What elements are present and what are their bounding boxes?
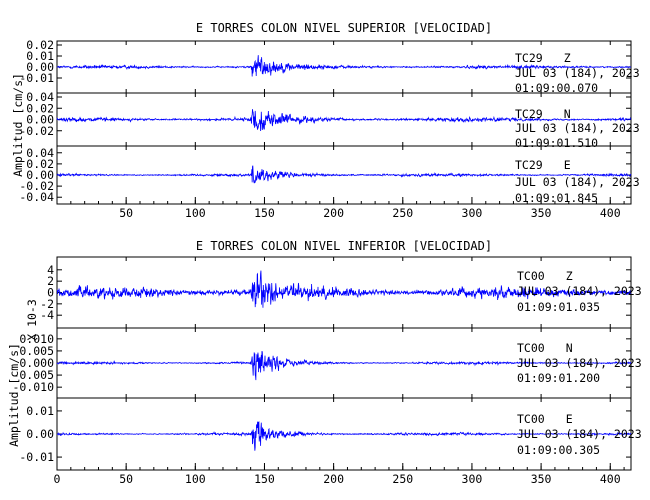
station-label: TC00 Z xyxy=(517,269,573,283)
y-tick-label: 0.00 xyxy=(26,113,54,127)
time-label: 01:09:01.510 xyxy=(515,136,598,150)
x-axis-inferior: 0 50 100 150 200 250 300 350 400 xyxy=(54,463,625,486)
y-tick-label: -2 xyxy=(40,297,54,311)
y-ticks: 0.040.020.00-0.02 xyxy=(19,90,631,146)
x-tick-label: 200 xyxy=(323,206,344,220)
channel-tc00-e: 0.01 0.00 -0.01 TC00 E JUL 03 (184), 2023 0… xyxy=(19,397,642,471)
waveform-trace xyxy=(56,55,632,77)
waveform-trace xyxy=(56,109,632,132)
station-label: TC00 E xyxy=(517,412,573,426)
x-axis-superior: 50 100 150 200 250 300 350 400 xyxy=(70,197,625,220)
channel-tc29-n: 0.040.020.00-0.02 TC29 N JUL 03 (184), 20… xyxy=(19,90,639,150)
y-tick-label: -0.010 xyxy=(12,380,54,394)
y-ticks: 420-2-4 xyxy=(40,257,631,328)
station-label: TC29 E xyxy=(515,158,571,172)
y-tick-label: -0.02 xyxy=(19,124,54,138)
time-label: 01:09:00.070 xyxy=(515,81,598,95)
x-tick-label: 300 xyxy=(462,206,483,220)
y-ticks: 0.020.010.00-0.01 xyxy=(19,38,631,93)
y-tick-label: 0.00 xyxy=(26,168,54,182)
figure-inferior-title: E TORRES COLON NIVEL INFERIOR [VELOCIDAD… xyxy=(196,239,492,253)
y-tick-label: 0.005 xyxy=(19,344,54,358)
time-label: 01:09:01.035 xyxy=(517,300,600,314)
x-tick-label: 100 xyxy=(185,472,206,486)
waveform-trace xyxy=(56,270,632,308)
y-tick-label: -4 xyxy=(40,308,54,322)
x-tick-label: 250 xyxy=(392,472,413,486)
y-tick-label: 0.00 xyxy=(26,60,54,74)
figure-inferior-scale-note: X 10-3 xyxy=(25,299,39,341)
x-tick-label: 50 xyxy=(119,472,133,486)
channel-tc00-z: 420-2-4 TC00 Z JUL 03 (184), 2023 01:09:0… xyxy=(40,256,642,329)
y-tick-label: -0.01 xyxy=(19,71,54,85)
channel-tc29-e: 0.040.020.00-0.02-0.04 TC29 E JUL 03 (184… xyxy=(19,145,640,205)
y-ticks: 0.040.020.00-0.02-0.04 xyxy=(19,146,631,204)
date-label: JUL 03 (184), 2023 xyxy=(515,121,640,135)
y-tick-label: 0 xyxy=(47,286,54,300)
y-tick-label: 0.01 xyxy=(26,49,54,63)
x-tick-label: 350 xyxy=(531,472,552,486)
x-tick-label: 250 xyxy=(392,206,413,220)
y-tick-label: 0.02 xyxy=(26,157,54,171)
y-tick-label: 0.04 xyxy=(26,146,54,160)
date-label: JUL 03 (184), 2023 xyxy=(517,284,642,298)
y-tick-label: 0.000 xyxy=(19,356,54,370)
date-label: JUL 03 (184), 2023 xyxy=(515,175,640,189)
x-tick-label: 400 xyxy=(600,472,621,486)
x-tick-label: 100 xyxy=(185,206,206,220)
x-tick-label: 150 xyxy=(254,206,275,220)
waveform-trace xyxy=(56,421,632,451)
y-tick-label: 4 xyxy=(47,263,54,277)
x-tick-label: 150 xyxy=(254,472,275,486)
y-tick-label: 0.010 xyxy=(19,332,54,346)
y-tick-label: -0.04 xyxy=(19,190,54,204)
date-label: JUL 03 (184), 2023 xyxy=(517,427,642,441)
x-tick-label: 200 xyxy=(323,472,344,486)
station-label: TC29 N xyxy=(515,107,571,121)
station-label: TC00 N xyxy=(517,341,573,355)
y-tick-label: 0.02 xyxy=(26,101,54,115)
y-tick-label: 2 xyxy=(47,274,54,288)
x-tick-label: 50 xyxy=(119,206,133,220)
waveform-trace xyxy=(56,350,632,381)
y-tick-label: 0.01 xyxy=(26,404,54,418)
station-label: TC29 Z xyxy=(515,51,571,65)
waveform-trace xyxy=(56,165,632,184)
x-tick-label: 0 xyxy=(54,472,61,486)
figure-inferior: E TORRES COLON NIVEL INFERIOR [VELOCIDAD… xyxy=(7,239,642,486)
y-tick-label: 0.00 xyxy=(26,427,54,441)
time-label: 01:09:01.200 xyxy=(517,371,600,385)
x-tick-label: 300 xyxy=(462,472,483,486)
figure-superior: E TORRES COLON NIVEL SUPERIOR [VELOCIDAD… xyxy=(11,21,640,220)
x-tick-label: 350 xyxy=(531,206,552,220)
figure-superior-title: E TORRES COLON NIVEL SUPERIOR [VELOCIDAD… xyxy=(196,21,492,35)
time-label: 01:09:01.845 xyxy=(515,191,598,205)
y-tick-label: -0.02 xyxy=(19,179,54,193)
figure-inferior-ylabel: Amplitud [cm/s] xyxy=(7,343,21,447)
date-label: JUL 03 (184), 2023 xyxy=(517,356,642,370)
y-tick-label: -0.01 xyxy=(19,450,54,464)
y-tick-label: 0.02 xyxy=(26,38,54,52)
y-tick-label: -0.005 xyxy=(12,368,54,382)
figure-superior-ylabel: Amplitud [cm/s] xyxy=(11,73,25,177)
y-tick-label: 0.04 xyxy=(26,90,54,104)
time-label: 01:09:00.305 xyxy=(517,443,600,457)
date-label: JUL 03 (184), 2023 xyxy=(515,66,640,80)
channel-tc29-z: 0.020.010.00-0.01 TC29 Z JUL 03 (184), 20… xyxy=(19,38,639,95)
x-tick-label: 400 xyxy=(600,206,621,220)
